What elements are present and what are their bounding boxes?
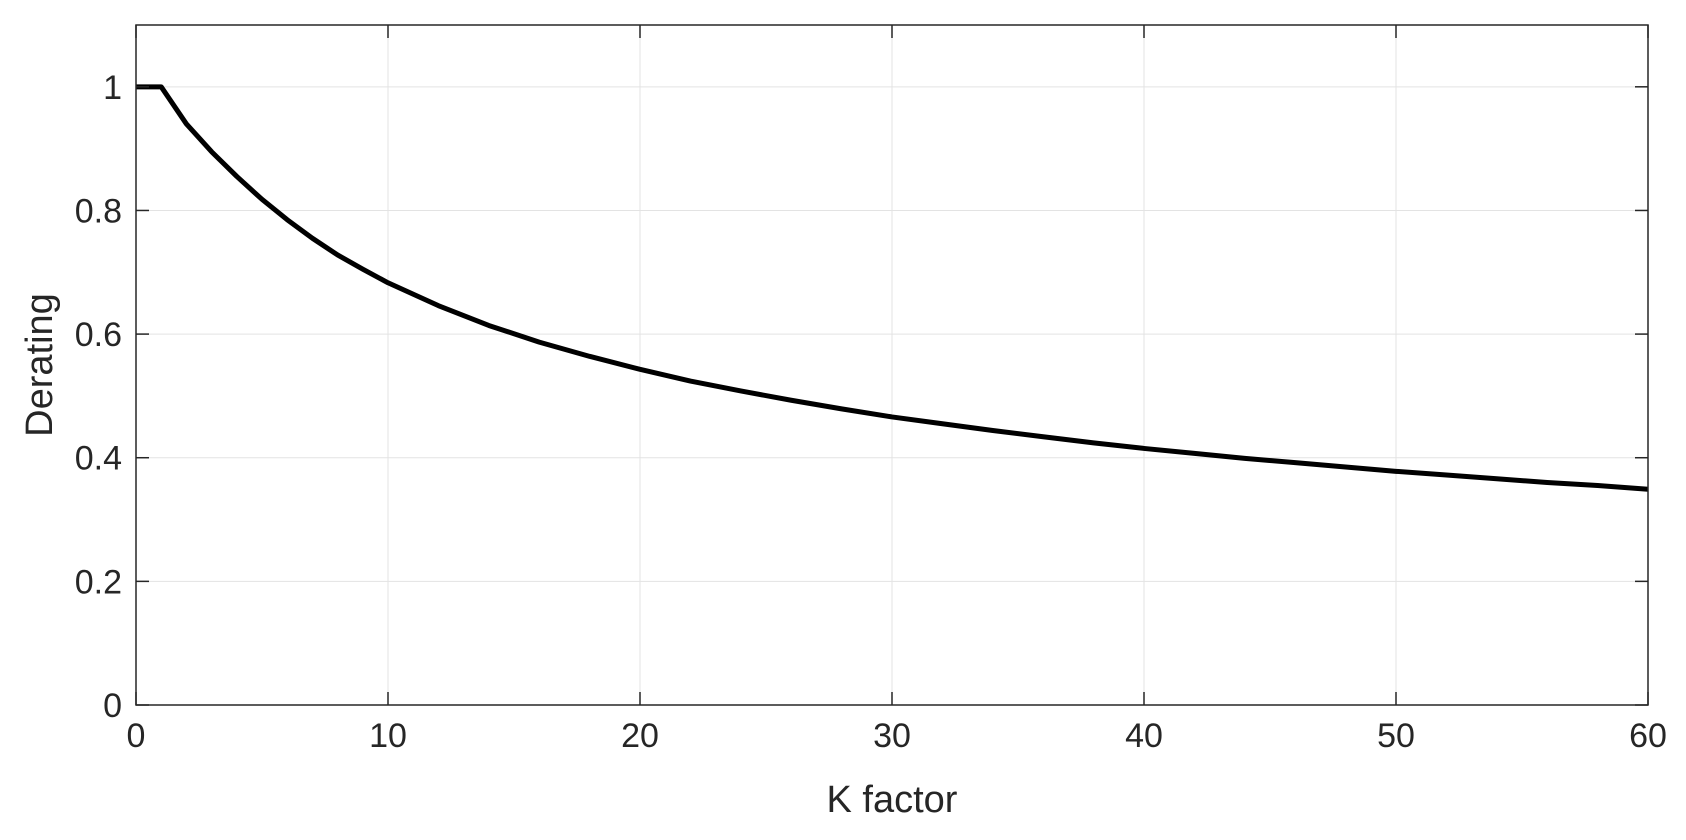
series-layer: [136, 84, 1649, 492]
x-axis-label: K factor: [827, 779, 958, 821]
y-tick-label: 0.4: [75, 440, 122, 478]
y-tick-label: 0: [103, 687, 122, 725]
x-tick-labels: 0 10 20 30 40 50 60: [127, 717, 1667, 755]
x-tick-label: 10: [369, 717, 407, 755]
y-tick-label: 1: [103, 69, 122, 107]
x-tick-label: 20: [621, 717, 659, 755]
x-tick-label: 60: [1629, 717, 1667, 755]
x-tick-label: 0: [127, 717, 146, 755]
grid-lines: [136, 25, 1648, 705]
x-tick-label: 40: [1125, 717, 1163, 755]
y-axis-label: Derating: [19, 293, 61, 437]
y-tick-label: 0.2: [75, 563, 122, 601]
y-tick-label: 0.8: [75, 192, 122, 230]
x-tick-label: 30: [873, 717, 911, 755]
x-tick-label: 50: [1377, 717, 1415, 755]
tick-marks: [135, 25, 1649, 706]
y-tick-labels: 0 0.2 0.4 0.6 0.8 1: [75, 69, 122, 725]
derating-curve: [136, 84, 1649, 492]
y-tick-label: 0.6: [75, 316, 122, 354]
